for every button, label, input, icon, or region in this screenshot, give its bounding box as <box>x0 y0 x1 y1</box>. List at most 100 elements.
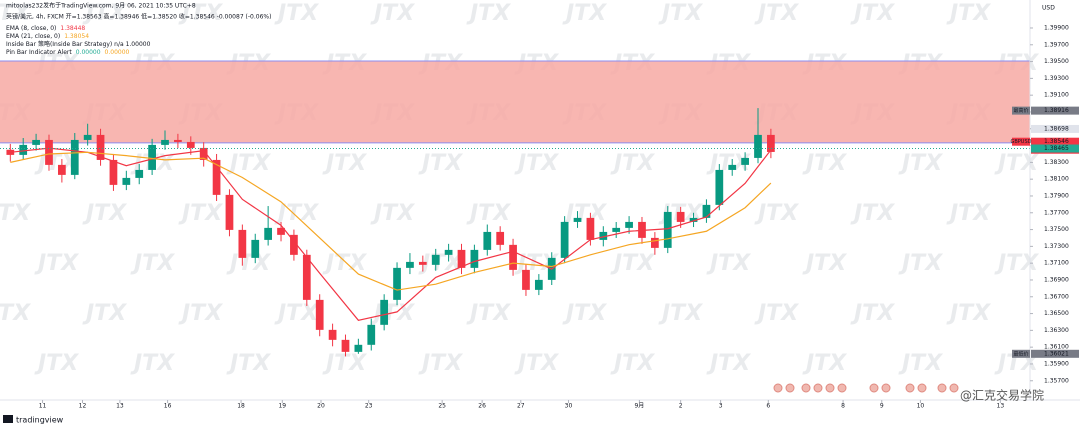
ema-line <box>10 151 772 291</box>
candle-body <box>470 249 479 268</box>
x-tick-label: 18 <box>237 403 245 410</box>
y-tick-label: 1.39500 <box>1044 58 1069 65</box>
watermark: JTX <box>178 301 223 326</box>
y-tick-label: 1.39700 <box>1044 41 1069 48</box>
candle-body <box>19 144 28 155</box>
candle-body <box>728 164 737 170</box>
candle-body <box>109 159 118 185</box>
candle-body <box>238 229 247 258</box>
watermark: JTX <box>466 301 511 326</box>
legend-value: 1.38448 <box>60 25 85 32</box>
watermark: JTX <box>178 201 223 226</box>
watermark: JTX <box>82 1 127 26</box>
watermark: JTX <box>34 351 79 376</box>
event-icon <box>801 383 811 393</box>
candle-body <box>754 134 762 158</box>
candle-body <box>444 249 453 255</box>
event-icon <box>917 383 927 393</box>
candle-body <box>212 159 221 195</box>
x-tick-label: 26 <box>478 403 486 410</box>
price-label-box <box>1031 144 1079 153</box>
watermark: JTX <box>754 1 799 26</box>
event-icon <box>905 383 915 393</box>
candle-body <box>277 227 285 235</box>
watermark: JTX <box>754 301 799 326</box>
watermark: JTX <box>130 351 175 376</box>
candle-body <box>418 261 427 265</box>
price-label-box <box>1031 124 1079 133</box>
candle-body <box>58 164 66 175</box>
candle-body <box>161 139 169 145</box>
x-tick-label: 9 <box>880 403 884 410</box>
y-tick-label: 1.39300 <box>1044 75 1069 82</box>
candle-body <box>612 227 621 232</box>
candle-body <box>522 269 530 290</box>
candle-body <box>715 169 724 205</box>
legend-entry: Inside Bar 策略(Inside Bar Strategy) n/a 1… <box>6 40 151 48</box>
x-tick-label: 16 <box>164 403 172 410</box>
y-tick-label: 1.35900 <box>1044 360 1069 367</box>
legend-value: 0.00000 <box>76 49 101 56</box>
candle-body <box>135 169 144 178</box>
x-tick-label: 6 <box>766 403 770 410</box>
candle-body <box>32 139 40 145</box>
x-tick-label: 13 <box>997 403 1005 410</box>
legend-entry: EMA (8, close, 0) 1.38448 <box>6 25 85 32</box>
watermark: JTX <box>34 251 79 276</box>
candle-body <box>6 149 15 155</box>
watermark: JTX <box>850 301 895 326</box>
legend-name: Pin Bar Indicator Alert <box>6 49 72 56</box>
candle-body <box>651 237 659 248</box>
x-tick-label: 9月 <box>634 403 644 410</box>
watermark: JTX <box>850 1 895 26</box>
candle-body <box>676 211 685 222</box>
watermark: JTX <box>802 251 847 276</box>
candle-body <box>483 231 492 250</box>
x-tick-label: 2 <box>679 403 683 410</box>
candle-body <box>457 249 466 268</box>
candle-body <box>174 139 182 142</box>
y-tick-label: 1.38100 <box>1044 176 1069 183</box>
watermark: JTX <box>0 1 31 26</box>
candle-body <box>70 139 79 175</box>
watermark: JTX <box>226 351 271 376</box>
candle-body <box>45 139 53 165</box>
ema-line <box>10 147 772 321</box>
legend-name: EMA (8, close, 0) <box>6 25 56 32</box>
x-tick-label: 13 <box>116 403 124 410</box>
plot <box>0 60 1030 357</box>
candle-body <box>290 234 298 255</box>
x-tick-label: 30 <box>565 403 573 410</box>
x-tick-label: 19 <box>278 403 286 410</box>
price-tag: GBPUSD <box>1010 139 1031 145</box>
candle-body <box>328 329 337 340</box>
watermark: JTX <box>754 201 799 226</box>
candle-body <box>225 194 234 230</box>
watermark: JTX <box>0 201 31 226</box>
candle-body <box>767 134 775 152</box>
event-icon <box>785 383 795 393</box>
watermark: JTX <box>130 251 175 276</box>
candle-body <box>264 227 273 240</box>
candle-body <box>509 244 517 270</box>
y-tick-label: 1.38300 <box>1044 159 1069 166</box>
candle-body <box>251 239 260 258</box>
candle-body <box>148 144 156 170</box>
y-tick-label: 1.37300 <box>1044 243 1069 250</box>
event-icon <box>773 383 783 393</box>
y-tick-label: 1.37100 <box>1044 260 1069 267</box>
watermarks: JTXJTXJTXJTXJTXJTXJTXJTXJTXJTXJTXJTXJTXJ… <box>0 1 1039 376</box>
watermark: JTX <box>898 151 943 176</box>
event-icon <box>813 383 823 393</box>
y-tick-label: 1.35700 <box>1044 377 1069 384</box>
price-label: 1.38698 <box>1044 125 1069 132</box>
symbol-line: 英镑/美元, 4h, FXCM 开=1.38563 高=1.38946 低=1.… <box>6 13 271 21</box>
candle-body <box>367 324 376 345</box>
price-tag-box <box>1012 349 1030 358</box>
candle-body <box>315 299 324 330</box>
watermark: JTX <box>226 251 271 276</box>
candle-body <box>341 339 350 352</box>
event-icon <box>825 383 835 393</box>
footer-logo: tradingview <box>16 416 64 425</box>
